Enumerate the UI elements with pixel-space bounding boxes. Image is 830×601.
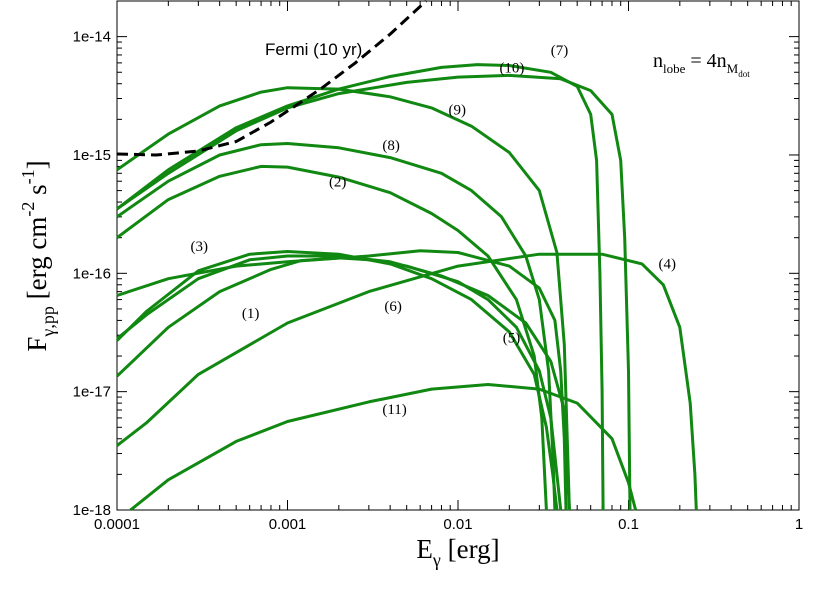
curve-label-4: (4) xyxy=(659,256,677,272)
curve-9 xyxy=(116,86,571,511)
curve-10 xyxy=(116,73,632,511)
y-tick-label: 1e-18 xyxy=(73,502,111,519)
curve-label-5: (5) xyxy=(503,331,521,347)
curves xyxy=(115,0,698,512)
curve-6 xyxy=(116,249,568,511)
curve-5 xyxy=(116,254,571,511)
x-tick-label: 0.001 xyxy=(269,516,307,533)
curve-label-11: (11) xyxy=(382,402,406,418)
curve-label-2: (2) xyxy=(329,175,347,191)
curve-3 xyxy=(115,250,559,511)
curve-4 xyxy=(116,252,698,511)
x-tick-label: 1 xyxy=(795,516,803,533)
curve-label-9: (9) xyxy=(449,102,467,118)
y-tick-label: 1e-14 xyxy=(73,29,111,46)
y-tick-label: 1e-17 xyxy=(73,384,111,401)
curve-label-10: (10) xyxy=(499,60,524,76)
x-tick-label: 0.1 xyxy=(618,516,639,533)
y-axis-label: Fγ,pp [erg cm-2 s-1] xyxy=(18,160,58,351)
x-tick-label: 0.01 xyxy=(443,516,472,533)
curve-labels: (7) (10) (9) (8) (2) (3) (4) (1) (6) (5) (11) xyxy=(191,43,676,418)
curve-label-6: (6) xyxy=(384,299,402,315)
y-tick-label: 1e-15 xyxy=(73,147,111,164)
curve-label-1: (1) xyxy=(242,306,260,322)
y-tick-label: 1e-16 xyxy=(73,265,111,282)
fermi-sensitivity-curve xyxy=(116,0,428,157)
curve-8 xyxy=(116,142,557,511)
lobe-density-annotation: nlobe = 4nMdot xyxy=(653,50,750,79)
fermi-label: Fermi (10 yr) xyxy=(265,40,362,59)
curve-label-3: (3) xyxy=(191,239,209,255)
curve-11 xyxy=(129,383,638,512)
x-tick-label: 0.0001 xyxy=(94,516,140,533)
curve-label-7: (7) xyxy=(551,43,569,59)
x-axis-label: Eγ [erg] xyxy=(416,534,499,570)
curve-label-8: (8) xyxy=(382,138,400,154)
curve-2 xyxy=(116,164,548,511)
axis-ticks: 0.0001 0.001 0.01 0.1 1 1e-18 1e-17 1e-16 1e-15 1… xyxy=(73,0,803,533)
curve-7 xyxy=(116,63,605,511)
